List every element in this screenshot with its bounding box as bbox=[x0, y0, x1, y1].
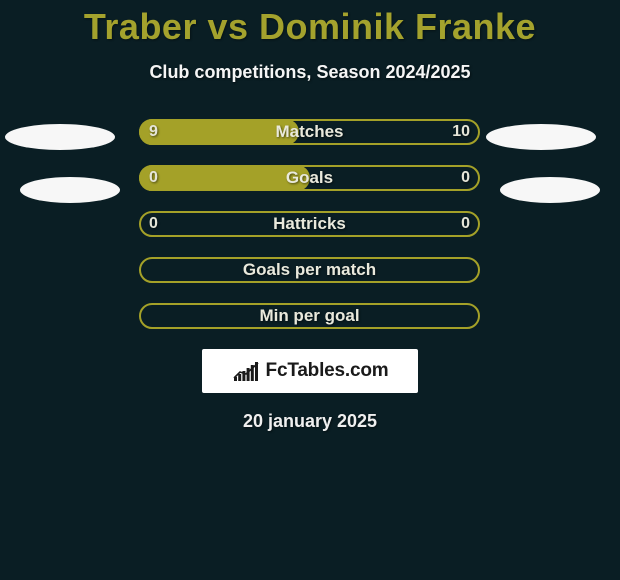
avatar-ellipse bbox=[500, 177, 600, 203]
stat-label: Matches bbox=[139, 119, 480, 145]
stat-row: Min per goal bbox=[0, 303, 620, 329]
stat-bar: Goals per match bbox=[139, 257, 480, 283]
avatar-ellipse bbox=[20, 177, 120, 203]
page-title: Traber vs Dominik Franke bbox=[0, 0, 620, 48]
stat-label: Goals per match bbox=[139, 257, 480, 283]
stat-bar: 00Hattricks bbox=[139, 211, 480, 237]
stat-label: Goals bbox=[139, 165, 480, 191]
logo-text: FcTables.com bbox=[266, 360, 389, 382]
avatar-ellipse bbox=[486, 124, 596, 150]
stat-bar: Min per goal bbox=[139, 303, 480, 329]
stat-bar: 00Goals bbox=[139, 165, 480, 191]
stat-label: Min per goal bbox=[139, 303, 480, 329]
bars-icon bbox=[232, 360, 260, 382]
stat-row: Goals per match bbox=[0, 257, 620, 283]
avatar-ellipse bbox=[5, 124, 115, 150]
subtitle: Club competitions, Season 2024/2025 bbox=[0, 62, 620, 83]
stat-bar: 910Matches bbox=[139, 119, 480, 145]
stats-container: 910Matches 00Goals 00Hattricks Goals per ma… bbox=[0, 119, 620, 329]
stat-row: 00Hattricks bbox=[0, 211, 620, 237]
logo-box: FcTables.com bbox=[202, 349, 418, 393]
stat-label: Hattricks bbox=[139, 211, 480, 237]
date-label: 20 january 2025 bbox=[0, 411, 620, 432]
